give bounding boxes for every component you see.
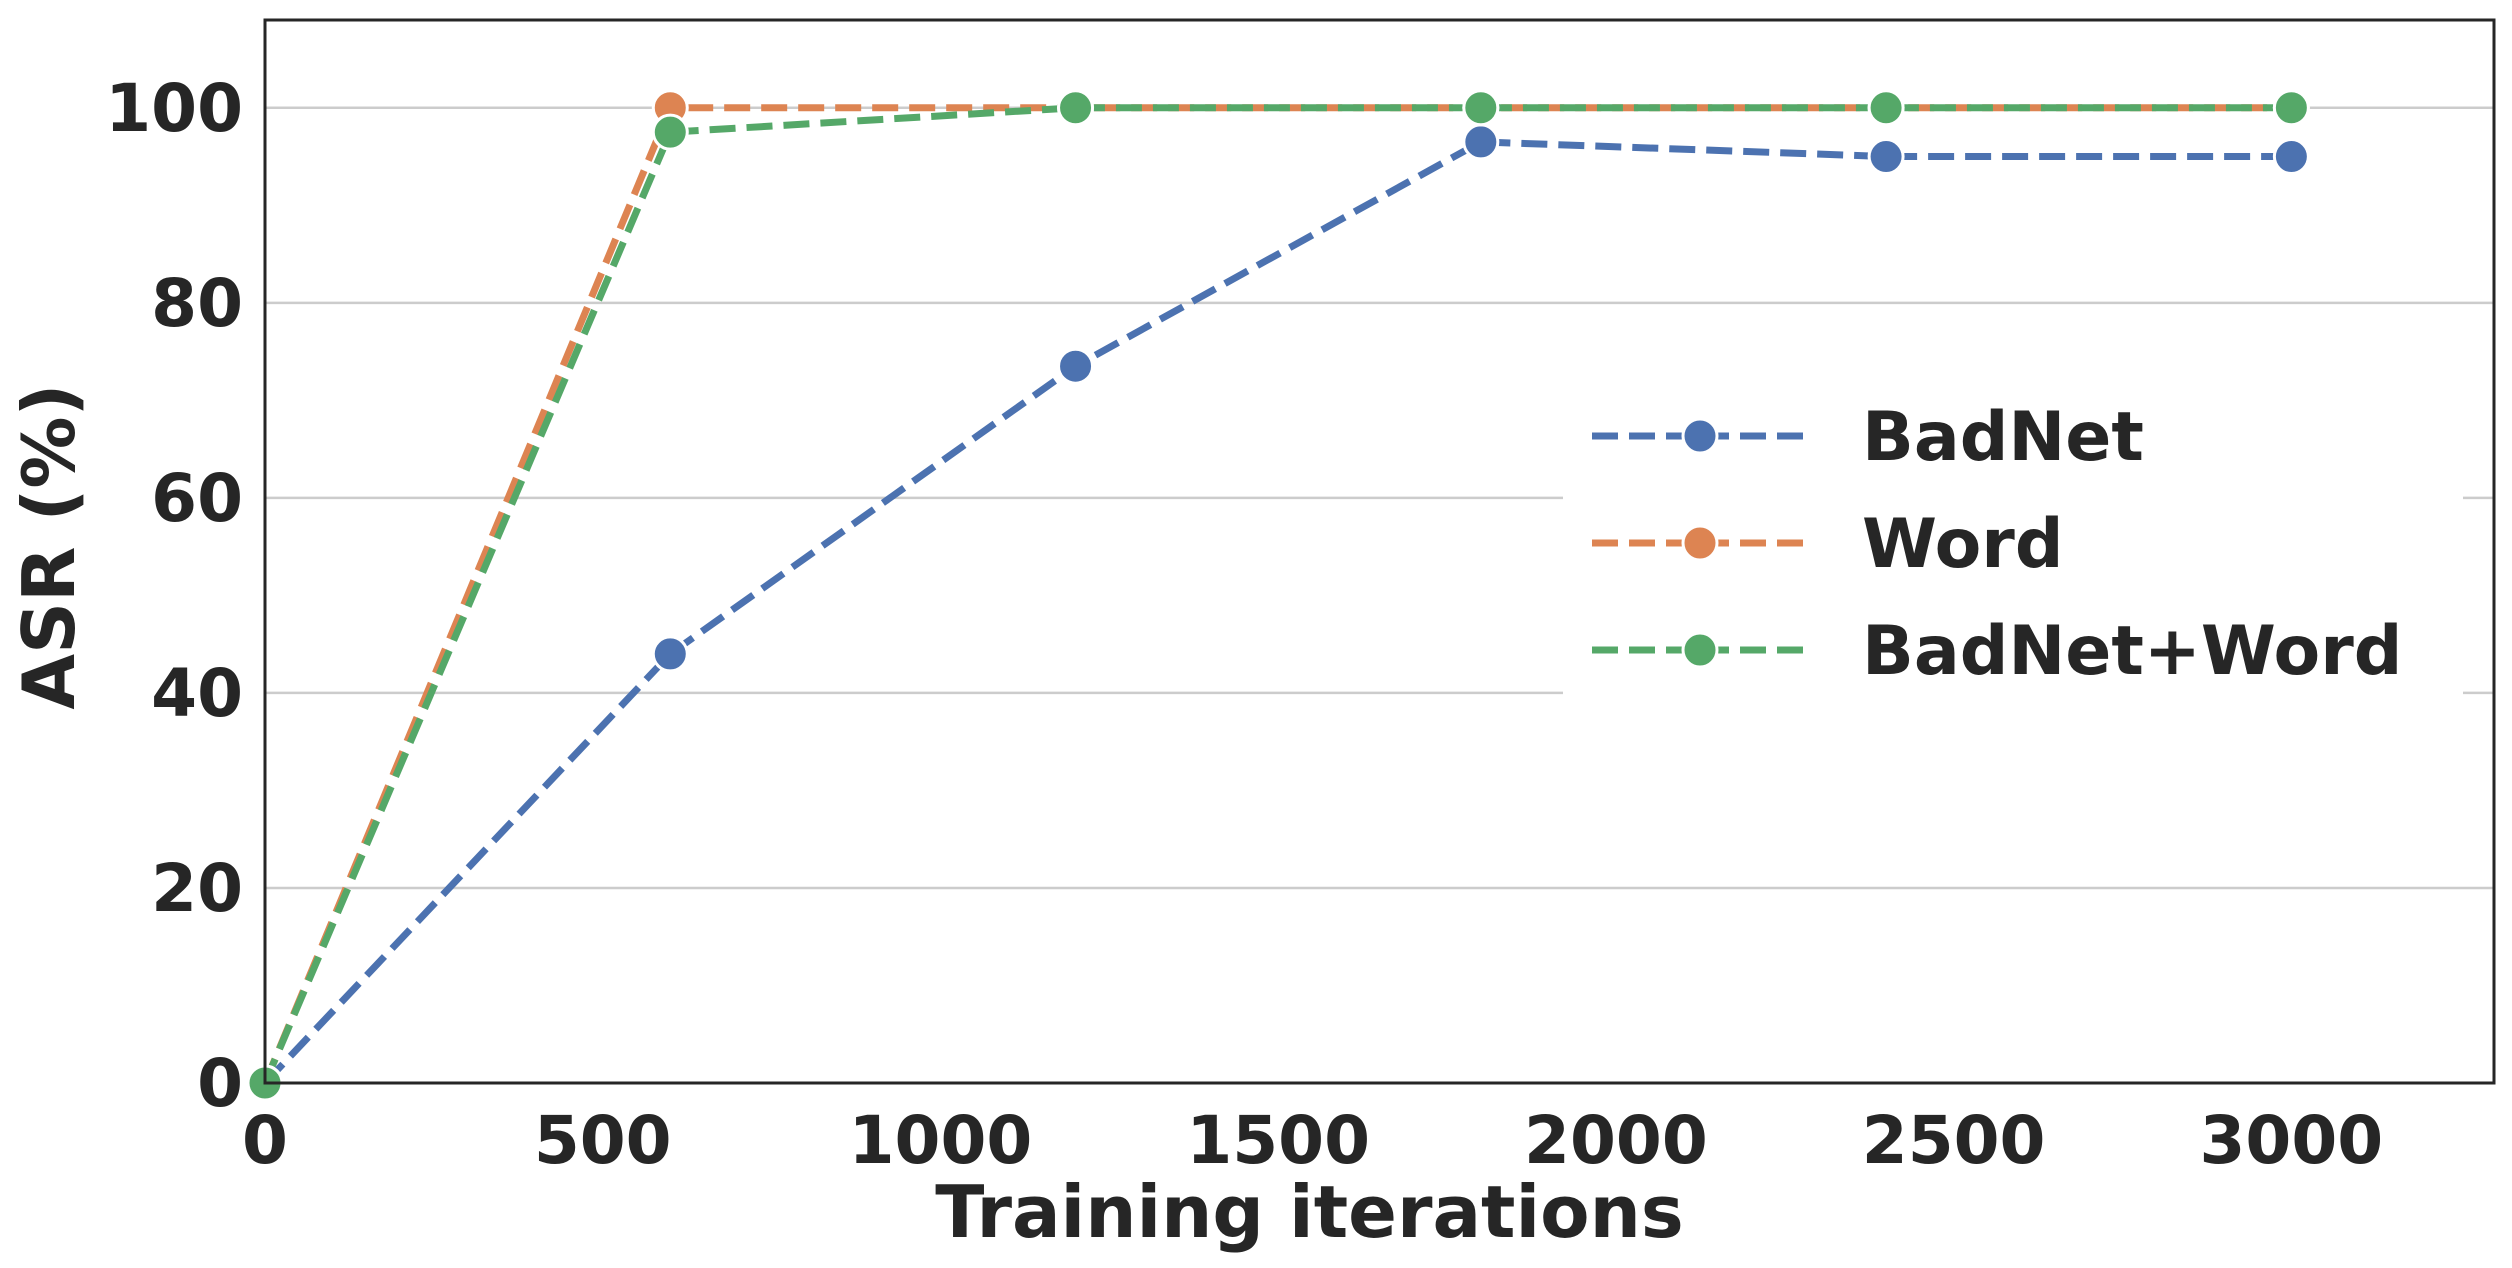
data-point xyxy=(2272,89,2310,127)
x-tick-label: 2500 xyxy=(1862,1102,2046,1179)
legend-marker xyxy=(1681,417,1719,455)
legend-marker xyxy=(1681,524,1719,562)
data-point xyxy=(1462,123,1500,161)
data-points xyxy=(246,89,2310,1102)
data-point xyxy=(651,113,689,151)
x-tick-label: 2000 xyxy=(1524,1102,1708,1179)
legend-label: Word xyxy=(1862,505,2064,584)
data-point xyxy=(2272,138,2310,176)
y-tick-label: 40 xyxy=(151,655,243,732)
legend-marker xyxy=(1681,631,1719,669)
x-tick-label: 0 xyxy=(242,1102,288,1179)
data-point xyxy=(651,635,689,673)
data-point xyxy=(1867,89,1905,127)
plot-frame xyxy=(263,18,2496,1085)
series-line xyxy=(261,104,2292,1085)
y-tick-label: 0 xyxy=(197,1045,243,1122)
x-tick-label: 1000 xyxy=(849,1102,1033,1179)
legend-label: BadNet xyxy=(1862,398,2144,477)
legend: BadNet Word BadNet+Word xyxy=(1563,378,2463,696)
x-axis-label: Training iterations xyxy=(935,1170,1683,1254)
series-lines xyxy=(261,104,2292,1086)
y-tick-label: 60 xyxy=(151,460,243,537)
series-line xyxy=(262,138,2292,1086)
x-tick-label: 3000 xyxy=(2200,1102,2384,1179)
y-tick-label: 80 xyxy=(151,265,243,342)
y-tick-labels: 0 20 40 60 80 100 xyxy=(105,70,243,1122)
data-point xyxy=(1057,347,1095,385)
data-point xyxy=(1462,89,1500,127)
x-tick-label: 500 xyxy=(534,1102,672,1179)
x-tick-labels: 0 500 1000 1500 2000 2500 3000 xyxy=(242,1102,2383,1179)
y-tick-label: 100 xyxy=(105,70,243,147)
data-point xyxy=(1057,89,1095,127)
x-tick-label: 1500 xyxy=(1186,1102,1370,1179)
legend-label: BadNet+Word xyxy=(1862,612,2402,691)
y-tick-label: 20 xyxy=(151,850,243,927)
data-point xyxy=(1867,138,1905,176)
y-axis-label: ASR (%) xyxy=(7,384,91,710)
